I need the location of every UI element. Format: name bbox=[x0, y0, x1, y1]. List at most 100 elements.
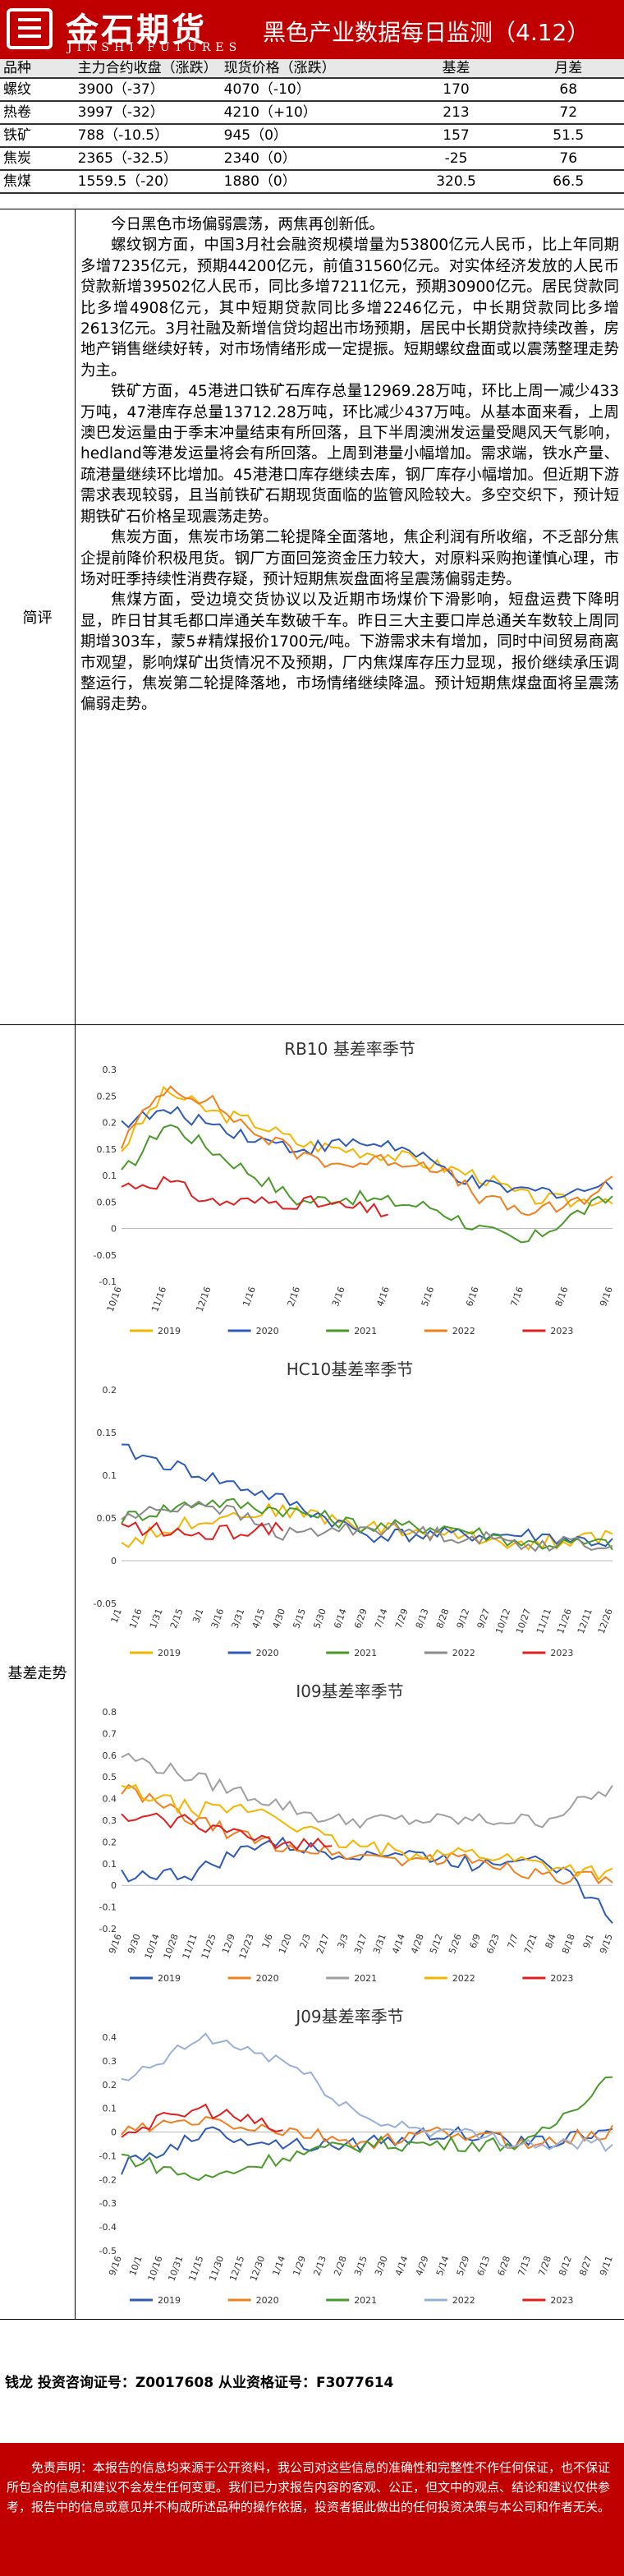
legend-label: 2021 bbox=[354, 1648, 377, 1658]
commentary-paragraph: 今日黑色市场偏弱震荡，两焦再创新低。 bbox=[111, 216, 385, 233]
y-tick-label: -0.1 bbox=[99, 1276, 117, 1287]
series-line-2022 bbox=[121, 2032, 613, 2152]
chart-background bbox=[77, 1998, 622, 2315]
legend-label: 2020 bbox=[256, 1973, 279, 1984]
chart-rb10: RB10 基差率季节 0.3 0.25 0.2 0.15 0.1 0.05 0 -0.05 -0.… bbox=[77, 1030, 622, 1346]
logo-icon bbox=[7, 8, 53, 49]
y-tick-label: 0.05 bbox=[97, 1197, 117, 1208]
cell-spot-price: 1880（0） bbox=[220, 170, 400, 194]
cell-spot-price: 4070（-10） bbox=[220, 78, 400, 102]
legend-label: 2023 bbox=[550, 1648, 573, 1658]
cell-futures-close: 3997（-32） bbox=[74, 101, 221, 125]
x-tick-label: 3/3 bbox=[336, 1933, 351, 1950]
y-tick-label: 0.1 bbox=[103, 1859, 117, 1870]
series-line-2023 bbox=[121, 1175, 388, 1218]
legend-label: 2022 bbox=[452, 1973, 475, 1984]
chart-hc10: HC10基差率季节 0.2 0.15 0.1 0.05 0 -0.05 1/1 1/16 1/31… bbox=[77, 1350, 622, 1668]
col-header-variety: 品种 bbox=[0, 59, 75, 79]
cell-basis: 170 bbox=[399, 78, 513, 102]
legend-label: 2020 bbox=[256, 2295, 279, 2306]
chart-title: I09基差率季节 bbox=[296, 1681, 403, 1701]
x-tick-label: 8/4 bbox=[544, 1933, 558, 1950]
x-tick-label: 3/1 bbox=[190, 1608, 205, 1625]
y-tick-label: 0.7 bbox=[103, 1728, 117, 1739]
y-tick-label: 0 bbox=[111, 2128, 117, 2138]
series-line-2022 bbox=[121, 1783, 613, 1881]
commentary-paragraph: 螺纹钢方面，中国3月社会融资规模增量为53800亿元人民币，比上年同期多增723… bbox=[80, 237, 619, 380]
cell-basis: -25 bbox=[399, 147, 513, 171]
cell-spread: 66.5 bbox=[512, 170, 624, 194]
legend-label: 2022 bbox=[452, 1648, 475, 1658]
y-tick-label: 0.1 bbox=[103, 1470, 117, 1481]
y-tick-label: 0.2 bbox=[103, 1837, 117, 1847]
y-tick-label: -0.4 bbox=[99, 2222, 117, 2233]
chart-title: HC10基差率季节 bbox=[287, 1359, 413, 1379]
x-tick-label: 1/6 bbox=[260, 1933, 275, 1950]
col-header-spread: 月差 bbox=[512, 59, 624, 79]
legend-label: 2019 bbox=[158, 2295, 181, 2306]
x-tick-label: 9/1 bbox=[581, 1933, 596, 1950]
y-tick-label: 0.3 bbox=[103, 1815, 117, 1826]
legend-label: 2023 bbox=[550, 2295, 573, 2306]
legend-label: 2023 bbox=[550, 1973, 573, 1984]
y-tick-label: 0.15 bbox=[97, 1144, 117, 1155]
basis-trend-section: 基差走势 RB10 基差率季节 0.3 0.25 0.2 0.15 0.1 0.05 0 -0.… bbox=[0, 1025, 624, 2320]
price-row: 螺纹 3900（-37） 4070（-10） 170 68 bbox=[0, 78, 624, 102]
legend-label: 2019 bbox=[158, 1973, 181, 1984]
commentary-section: 简评 今日黑色市场偏弱震荡，两焦再创新低。 螺纹钢方面，中国3月社会融资规模增量… bbox=[0, 209, 624, 1025]
x-tick-label: 7/7 bbox=[506, 1933, 521, 1950]
chart-i09-svg: I09基差率季节 0.8 0.7 0.6 0.5 0.4 0.3 0.2 0.1 0 -0.1 -0.… bbox=[77, 1672, 622, 1993]
y-tick-label: 0.2 bbox=[103, 1118, 117, 1129]
analyst-contact: 钱龙 投资咨询证号：Z0017608 从业资格证号：F3077614 bbox=[5, 2374, 394, 2391]
cell-spot-price: 945（0） bbox=[220, 124, 400, 148]
chart-background bbox=[77, 1030, 622, 1346]
y-tick-label: 0.6 bbox=[103, 1750, 117, 1761]
legend-label: 2021 bbox=[354, 1326, 377, 1336]
x-tick-label: 6/9 bbox=[468, 1933, 483, 1950]
disclaimer-text: 免责声明：本报告的信息均来源于公开资料，我公司对这些信息的准确性和完整性不作任何… bbox=[7, 2460, 611, 2514]
series-line-2020 bbox=[121, 1106, 613, 1199]
x-tick-label: 2/3 bbox=[298, 1933, 313, 1950]
chart-i09: I09基差率季节 0.8 0.7 0.6 0.5 0.4 0.3 0.2 0.1 0 -0.1 -0.… bbox=[77, 1672, 622, 1993]
series-line-2019 bbox=[121, 1836, 613, 1925]
y-tick-label: -0.05 bbox=[94, 1598, 117, 1609]
cell-variety: 螺纹 bbox=[0, 78, 75, 102]
series-line-2021 bbox=[121, 1752, 613, 1829]
cell-futures-close: 1559.5（-20） bbox=[74, 170, 221, 194]
legend-label: 2020 bbox=[256, 1326, 279, 1336]
legend-label: 2022 bbox=[452, 2295, 475, 2306]
price-row: 焦炭 2365（-32.5） 2340（0） -25 76 bbox=[0, 147, 624, 171]
y-tick-label: 0 bbox=[111, 1224, 117, 1235]
series-line-2021 bbox=[121, 1124, 613, 1244]
cell-spot-price: 2340（0） bbox=[220, 147, 400, 171]
cell-spread: 51.5 bbox=[512, 124, 624, 148]
cell-variety: 热卷 bbox=[0, 101, 75, 125]
price-row: 热卷 3997（-32） 4210（+10） 213 72 bbox=[0, 101, 624, 125]
legend-label: 2022 bbox=[452, 1326, 475, 1336]
cell-futures-close: 2365（-32.5） bbox=[74, 147, 221, 171]
y-tick-label: 0 bbox=[111, 1880, 117, 1891]
cell-futures-close: 3900（-37） bbox=[74, 78, 221, 102]
price-row: 铁矿 788（-10.5） 945（0） 157 51.5 bbox=[0, 124, 624, 148]
basis-trend-label: 基差走势 bbox=[0, 1025, 76, 2319]
cell-variety: 焦炭 bbox=[0, 147, 75, 171]
y-tick-label: 0.2 bbox=[103, 1385, 117, 1396]
y-tick-label: -0.5 bbox=[99, 2246, 117, 2256]
y-tick-label: -0.2 bbox=[99, 2174, 117, 2185]
company-logo: 金石期货 JINSHI FUTURES bbox=[0, 0, 246, 59]
series-line-2023 bbox=[121, 2103, 283, 2138]
series-line-2020 bbox=[121, 1783, 613, 1885]
series-line-2022 bbox=[121, 1085, 613, 1217]
commentary-label: 简评 bbox=[0, 209, 76, 1024]
logo-name-cn: 金石期货 bbox=[66, 12, 207, 49]
cell-spread: 68 bbox=[512, 78, 624, 102]
cell-variety: 铁矿 bbox=[0, 124, 75, 148]
y-tick-label: 0.8 bbox=[103, 1707, 117, 1718]
legend-label: 2021 bbox=[354, 2295, 377, 2306]
series-line-2020 bbox=[121, 1443, 613, 1548]
logo-name-en: JINSHI FUTURES bbox=[67, 41, 242, 54]
legend-label: 2023 bbox=[550, 1326, 573, 1336]
y-tick-label: 0.4 bbox=[103, 2032, 117, 2043]
commentary-body: 今日黑色市场偏弱震荡，两焦再创新低。 螺纹钢方面，中国3月社会融资规模增量为53… bbox=[80, 214, 619, 715]
